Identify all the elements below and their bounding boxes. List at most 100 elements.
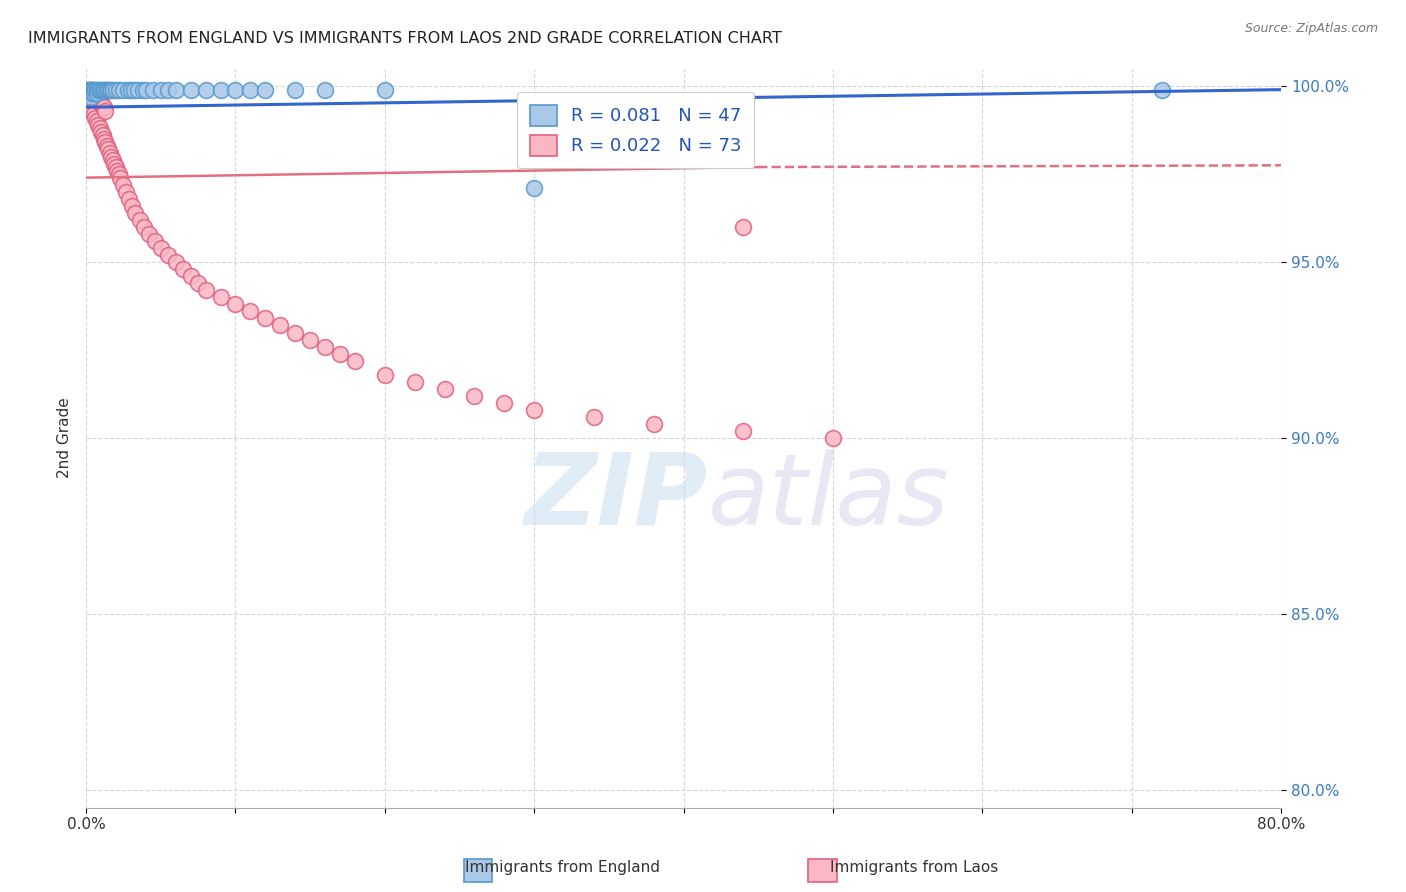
Point	[97, 143, 120, 157]
Point	[90, 125, 112, 139]
Point	[84, 82, 107, 96]
Point	[76, 82, 98, 96]
Point	[180, 269, 202, 284]
Point	[209, 290, 232, 304]
Point	[97, 82, 120, 96]
Point	[83, 86, 105, 100]
Point	[83, 107, 105, 121]
Point	[180, 82, 202, 96]
Point	[110, 170, 132, 185]
Point	[494, 396, 516, 410]
Point	[76, 82, 98, 96]
Point	[115, 185, 138, 199]
Point	[100, 82, 122, 96]
Point	[254, 82, 277, 96]
Text: atlas: atlas	[707, 449, 949, 546]
Point	[194, 82, 217, 96]
Point	[404, 375, 426, 389]
Point	[89, 93, 111, 107]
Point	[269, 318, 291, 333]
Point	[108, 82, 131, 96]
Point	[103, 156, 125, 170]
Point	[254, 311, 277, 326]
Point	[112, 178, 135, 192]
Point	[89, 121, 111, 136]
Point	[91, 82, 114, 96]
Point	[733, 424, 755, 438]
Point	[91, 100, 114, 114]
Point	[157, 248, 180, 262]
Point	[374, 368, 396, 382]
Point	[84, 111, 107, 125]
Point	[104, 160, 127, 174]
Point	[80, 82, 103, 96]
Point	[77, 86, 100, 100]
Point	[523, 181, 546, 195]
Point	[329, 346, 352, 360]
Point	[94, 82, 117, 96]
Point	[122, 82, 145, 96]
Point	[86, 89, 108, 103]
Point	[209, 82, 232, 96]
Point	[98, 82, 121, 96]
Point	[89, 82, 111, 96]
Point	[83, 82, 105, 96]
Point	[79, 89, 101, 103]
Legend: R = 0.081   N = 47, R = 0.022   N = 73: R = 0.081 N = 47, R = 0.022 N = 73	[517, 93, 755, 169]
Point	[239, 304, 262, 318]
Point	[108, 167, 131, 181]
Point	[172, 262, 194, 277]
Point	[77, 96, 100, 111]
Point	[523, 403, 546, 417]
Point	[86, 82, 108, 96]
Point	[79, 82, 101, 96]
Point	[104, 82, 127, 96]
Point	[76, 93, 98, 107]
Point	[143, 234, 166, 248]
Point	[821, 431, 844, 445]
Point	[93, 82, 115, 96]
Point	[121, 199, 143, 213]
Text: Source: ZipAtlas.com: Source: ZipAtlas.com	[1244, 22, 1378, 36]
Point	[187, 277, 209, 291]
Point	[224, 297, 246, 311]
Point	[149, 241, 172, 255]
Point	[733, 219, 755, 234]
Text: Immigrants from Laos: Immigrants from Laos	[830, 861, 998, 875]
Point	[224, 82, 246, 96]
Point	[314, 82, 336, 96]
Point	[86, 86, 108, 100]
Point	[112, 82, 135, 96]
Point	[79, 82, 101, 96]
Point	[374, 82, 396, 96]
Point	[77, 82, 100, 96]
Point	[98, 146, 121, 161]
Point	[132, 82, 155, 96]
Point	[124, 206, 146, 220]
Point	[1150, 82, 1173, 96]
Point	[107, 163, 129, 178]
Point	[165, 82, 187, 96]
Point	[100, 149, 122, 163]
Point	[101, 153, 124, 167]
Point	[284, 326, 307, 340]
Point	[463, 389, 485, 403]
Point	[77, 82, 100, 96]
Point	[79, 100, 101, 114]
Text: Immigrants from England: Immigrants from England	[465, 861, 659, 875]
Point	[120, 82, 142, 96]
Point	[87, 93, 110, 107]
Text: ZIP: ZIP	[524, 449, 707, 546]
Point	[117, 82, 139, 96]
Point	[135, 82, 157, 96]
Point	[149, 82, 172, 96]
Point	[91, 128, 114, 143]
Point	[134, 219, 156, 234]
Point	[80, 86, 103, 100]
Point	[284, 82, 307, 96]
Point	[142, 82, 165, 96]
Point	[314, 340, 336, 354]
Point	[96, 82, 118, 96]
Text: IMMIGRANTS FROM ENGLAND VS IMMIGRANTS FROM LAOS 2ND GRADE CORRELATION CHART: IMMIGRANTS FROM ENGLAND VS IMMIGRANTS FR…	[28, 31, 782, 46]
Point	[128, 212, 150, 227]
